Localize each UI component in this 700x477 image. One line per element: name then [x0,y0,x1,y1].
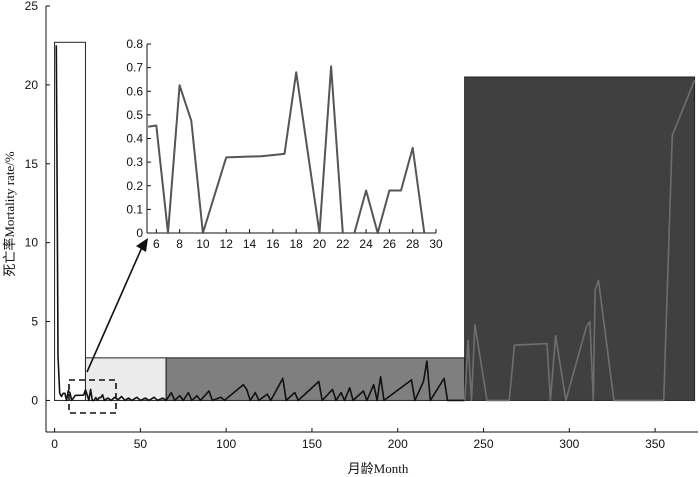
main-y-ticks: 0 5 10 15 20 25 [25,0,50,407]
inset-x-tick-label: 16 [266,237,280,251]
inset-x-tick-label: 20 [313,237,327,251]
x-tick-label: 350 [645,437,665,451]
zoom-indicator [68,238,148,414]
inset-x-tick-label: 12 [220,237,234,251]
inset-x-tick-label: 10 [196,237,210,251]
x-tick-label: 300 [559,437,579,451]
x-tick-label: 150 [302,437,322,451]
x-tick-label: 50 [134,437,148,451]
inset-x-tick-label: 14 [243,237,257,251]
inset-y-tick-label: 0.7 [126,61,143,75]
inset-chart: 6 8 10 12 14 16 18 20 22 24 26 28 30 0 0.1 0.2 0.3 0.4 0.5… [126,37,443,251]
inset-x-tick-label: 6 [153,237,160,251]
inset-x-tick-label: 18 [289,237,303,251]
y-axis-title: 死亡率Mortality rate/% [2,151,17,276]
zoom-arrow-shaft [86,244,144,373]
y-tick-label: 15 [25,157,39,171]
main-series [55,45,696,402]
x-tick-label: 250 [474,437,494,451]
x-axis-title: 月龄Month [348,461,409,476]
inset-x-tick-label: 24 [359,237,373,251]
inset-y-tick-label: 0.5 [126,108,143,122]
inset-y-tick-label: 0.4 [126,132,143,146]
inset-x-tick-label: 30 [429,237,443,251]
inset-x-tick-label: 22 [336,237,350,251]
y-tick-label: 25 [25,0,39,13]
mortality-line [55,45,465,402]
inset-y-tick-label: 0.8 [126,37,143,51]
inset-x-tick-label: 26 [383,237,397,251]
inset-x-tick-label: 8 [176,237,183,251]
x-tick-label: 0 [51,437,58,451]
main-x-ticks: 0 50 100 150 200 250 300 350 [51,428,665,451]
y-tick-label: 20 [25,78,39,92]
inset-y-tick-label: 0.2 [126,179,143,193]
inset-y-tick-label: 0.6 [126,84,143,98]
region-1 [54,41,86,401]
inset-y-tick-label: 0 [136,226,143,240]
zoom-box [68,379,117,414]
x-tick-label: 200 [388,437,408,451]
inset-background [147,44,436,233]
inset-line-2 [353,146,426,234]
inset-x-tick-label: 28 [406,237,420,251]
inset-line-1 [148,65,344,234]
region-3 [165,357,466,401]
main-axes [45,6,698,433]
y-tick-label: 5 [31,315,38,329]
x-tick-label: 100 [216,437,236,451]
region-2 [84,357,167,401]
inset-y-tick-label: 0.3 [126,155,143,169]
inset-y-tick-label: 0.1 [126,202,143,216]
main-regions [54,41,696,401]
zoom-arrow-head [136,238,148,252]
mortality-line-late [463,79,696,402]
region-4 [464,76,696,401]
y-tick-label: 0 [31,393,38,407]
y-tick-label: 10 [25,236,39,250]
